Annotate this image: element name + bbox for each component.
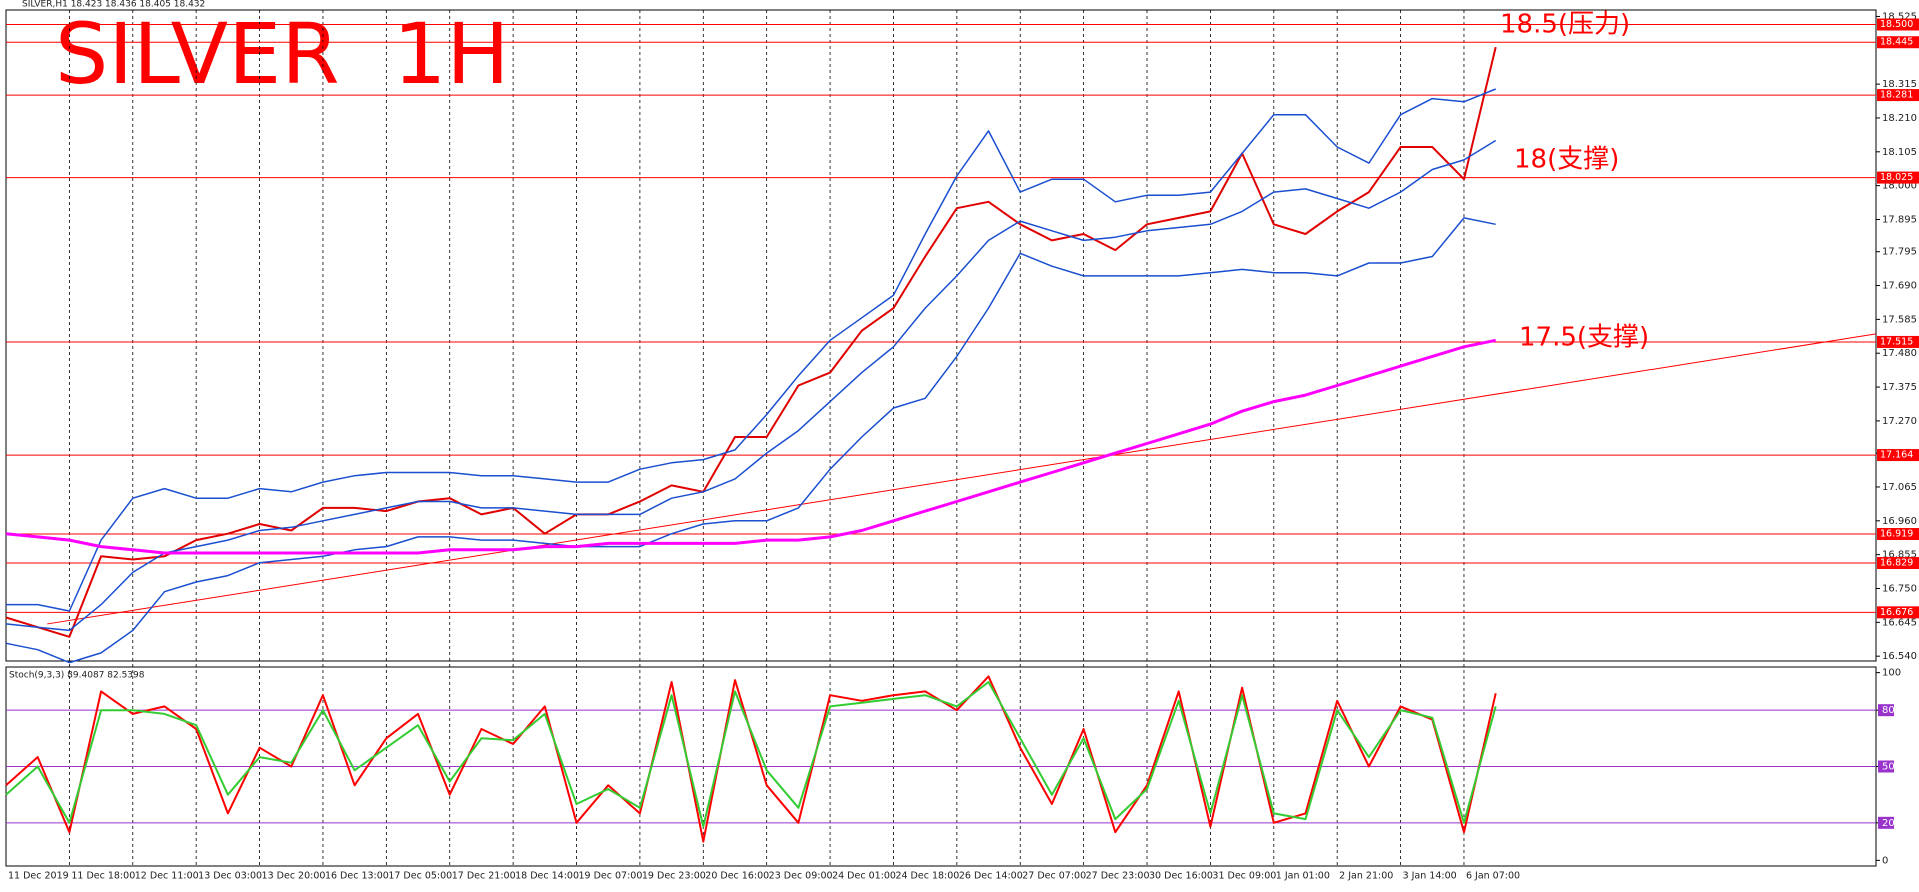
level-label: 17.164 <box>1880 450 1913 461</box>
x-tick-label: 24 Dec 18:00 <box>895 871 959 882</box>
stoch-title: Stoch(9,3,3) 89.4087 82.5398 <box>9 671 145 681</box>
x-tick-label: 11 Dec 18:00 <box>71 871 135 882</box>
x-tick-label: 19 Dec 23:00 <box>642 871 706 882</box>
level-box <box>1878 760 1894 773</box>
x-tick-label: 13 Dec 20:00 <box>262 871 326 882</box>
y-tick-label: 17.375 <box>1882 382 1917 393</box>
annotation: 18(支撑) <box>1514 145 1619 175</box>
y-tick-label: 17.690 <box>1882 281 1917 292</box>
header: SILVER,H1 18.423 18.436 18.405 18.432 <box>22 0 205 10</box>
annotation: 17.5(支撑) <box>1519 323 1649 353</box>
x-tick-label: 2 Jan 21:00 <box>1339 871 1393 882</box>
y-tick-label: 80 <box>1882 705 1895 716</box>
level-box <box>1878 704 1894 717</box>
level-label: 18.281 <box>1880 90 1913 101</box>
level-box <box>1877 449 1919 462</box>
y-tick-label: 18.105 <box>1882 147 1917 158</box>
big-title: SILVER 1H <box>55 5 510 103</box>
x-tick-label: 12 Dec 11:00 <box>135 871 199 882</box>
level-label: 18.025 <box>1880 172 1913 183</box>
level-box <box>1878 816 1894 829</box>
main-frame <box>5 9 1877 662</box>
x-tick-label: 13 Dec 03:00 <box>198 871 262 882</box>
x-tick-label: 17 Dec 05:00 <box>388 871 452 882</box>
level-label: 16.829 <box>1880 558 1913 569</box>
level-label: 18.500 <box>1880 19 1913 30</box>
level-label: 17.515 <box>1880 336 1913 347</box>
level-label: 18.445 <box>1880 37 1913 48</box>
y-tick-label: 18.000 <box>1882 181 1917 192</box>
x-tick-label: 27 Dec 23:00 <box>1086 871 1150 882</box>
y-tick-label: 17.795 <box>1882 247 1917 258</box>
y-tick-label: 18.525 <box>1882 11 1917 22</box>
series-line <box>5 338 1497 555</box>
y-tick-label: 20 <box>1882 818 1895 829</box>
x-tick-label: 23 Dec 09:00 <box>769 871 833 882</box>
x-tick-label: 26 Dec 14:00 <box>959 871 1023 882</box>
level-box <box>1877 557 1919 570</box>
y-tick-label: 16.960 <box>1882 516 1917 527</box>
x-tick-label: 3 Jan 14:00 <box>1403 871 1457 882</box>
y-tick-label: 16.855 <box>1882 550 1917 561</box>
y-tick-label: 17.895 <box>1882 214 1917 225</box>
y-tick-label: 18.210 <box>1882 113 1917 124</box>
x-tick-label: 18 Dec 14:00 <box>515 871 579 882</box>
y-tick-label: 17.585 <box>1882 314 1917 325</box>
x-tick-label: 24 Dec 01:00 <box>832 871 896 882</box>
x-tick-label: 31 Dec 09:00 <box>1212 871 1276 882</box>
level-box <box>1877 18 1919 31</box>
y-tick-label: 18.315 <box>1882 79 1917 90</box>
x-tick-label: 6 Jan 07:00 <box>1466 871 1520 882</box>
y-tick-label: 16.645 <box>1882 617 1917 628</box>
level-box <box>1877 335 1919 348</box>
y-tick-label: 17.270 <box>1882 416 1917 427</box>
x-tick-label: 16 Dec 13:00 <box>325 871 389 882</box>
y-tick-label: 16.750 <box>1882 583 1917 594</box>
y-tick-label: 50 <box>1882 762 1895 773</box>
x-tick-label: 20 Dec 16:00 <box>705 871 769 882</box>
level-label: 16.676 <box>1880 607 1913 618</box>
y-tick-label: 100 <box>1882 668 1901 679</box>
level-box <box>1877 528 1919 541</box>
series-line <box>5 139 1497 632</box>
series-line <box>6 88 1496 612</box>
trend-line <box>47 333 1877 625</box>
x-tick-label: 1 Jan 01:00 <box>1276 871 1330 882</box>
level-box <box>1877 89 1919 102</box>
x-tick-label: 17 Dec 21:00 <box>452 871 516 882</box>
series-line <box>5 217 1496 664</box>
y-tick-label: 16.540 <box>1882 651 1917 662</box>
x-tick-label: 19 Dec 07:00 <box>579 871 643 882</box>
x-tick-label: 11 Dec 2019 <box>8 871 69 882</box>
level-box <box>1877 171 1919 184</box>
y-tick-label: 17.065 <box>1882 482 1917 493</box>
series-line <box>5 681 1497 828</box>
x-tick-label: 27 Dec 07:00 <box>1022 871 1086 882</box>
level-box <box>1877 606 1919 619</box>
level-box <box>1877 36 1919 49</box>
series-line <box>5 46 1497 638</box>
y-tick-label: 17.480 <box>1882 348 1917 359</box>
level-label: 16.919 <box>1880 529 1913 540</box>
x-tick-label: 30 Dec 16:00 <box>1149 871 1213 882</box>
y-tick-label: 0 <box>1882 855 1888 866</box>
